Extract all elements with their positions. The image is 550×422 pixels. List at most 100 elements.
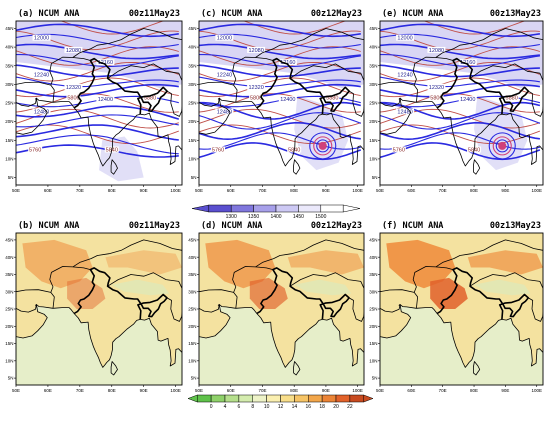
contour-label-geopotential: 12400: [460, 97, 475, 103]
cool-region-tibet: [111, 279, 170, 296]
lon-tick-label: 80E: [108, 188, 116, 193]
boundary-line: [322, 317, 364, 367]
boundary-line: [436, 57, 530, 115]
panel-letter: (c): [201, 9, 216, 19]
thickness-contour: [199, 61, 361, 82]
lat-tick-label: 30N: [188, 289, 196, 294]
contour-label-geopotential: 12080: [66, 48, 81, 54]
boundary-line: [436, 267, 530, 320]
lat-tick-label: 15N: [369, 138, 377, 143]
boundary-line: [199, 304, 258, 314]
lon-tick-label: 100E: [531, 388, 542, 393]
lon-tick-label: 90E: [140, 188, 148, 193]
lat-tick-label: 25N: [5, 307, 13, 312]
lon-tick-label: 50E: [376, 188, 384, 193]
boundary-line: [435, 239, 543, 268]
boundary-line: [412, 56, 454, 103]
lat-tick-label: 20N: [369, 119, 377, 124]
colorbar-arrow-right: [342, 204, 361, 213]
boundary-line: [256, 267, 350, 320]
map-panel-e: 12000 12080 12160 12240 12320 12400 12480 5760 5…: [369, 9, 544, 193]
geopotential-contour: [16, 83, 179, 98]
colorbar-segment: [230, 204, 254, 213]
boundary-line: [380, 304, 438, 314]
lon-tick-label: 60E: [227, 388, 235, 393]
warm-region-pakistan: [249, 277, 288, 309]
lon-tick-label: 90E: [140, 388, 148, 393]
panel-model: NCUM ANA: [221, 221, 262, 231]
geopotential-contour: [380, 33, 540, 49]
contour-label-bg: [396, 34, 415, 41]
boundary-line: [199, 304, 231, 339]
contour-label-geopotential: 12400: [280, 97, 295, 103]
geopotential-contour: [199, 83, 361, 98]
colorbar-segment: [224, 394, 240, 403]
contour-label-bg: [211, 146, 226, 153]
warm-region-northwest: [386, 239, 456, 289]
geopotential-contour: [16, 144, 179, 158]
map-area: [199, 233, 364, 385]
panel-letter: (f): [382, 221, 397, 231]
boundary-line: [73, 267, 168, 320]
contour-label-bg: [215, 34, 234, 41]
lat-tick-label: 25N: [188, 101, 196, 106]
colorbar-tick-label: 1300: [226, 214, 237, 220]
panel-letter: (e): [382, 9, 397, 19]
warm-region-tarim: [105, 250, 182, 275]
lat-tick-label: 15N: [5, 138, 13, 143]
geopotential-contour: [380, 64, 540, 78]
lon-tick-label: 50E: [12, 188, 20, 193]
lon-tick-label: 90E: [322, 388, 330, 393]
contour-label-geopotential: 12160: [280, 60, 295, 66]
lon-tick-label: 80E: [290, 188, 298, 193]
boundary-line: [469, 63, 543, 81]
geopotential-contour: [380, 132, 541, 150]
panel-letter: (d): [201, 221, 216, 231]
contour-label-bg: [325, 94, 340, 101]
boundary-line: [16, 304, 75, 314]
contour-label-bg: [247, 83, 266, 90]
contour-label-bg: [249, 94, 264, 101]
warm-region-northwest: [22, 239, 93, 289]
boundary-line: [73, 57, 168, 115]
lon-tick-label: 70E: [258, 388, 266, 393]
colorbar-segment: [275, 204, 299, 213]
thickness-contour: [380, 61, 541, 82]
contour-label-geopotential: 12480: [34, 109, 49, 115]
contour-label-bg: [32, 108, 51, 115]
lat-tick-label: 15N: [5, 341, 13, 346]
boundary-line: [473, 159, 481, 175]
geopotential-contour: [16, 76, 179, 88]
boundary-line: [380, 81, 415, 86]
lat-tick-label: 30N: [369, 289, 377, 294]
lon-tick-label: 50E: [376, 388, 384, 393]
boundary-line: [110, 361, 118, 376]
boundary-line: [49, 56, 91, 103]
panel-title-left: (a) NCUM ANA: [18, 9, 79, 19]
boundary-line: [255, 239, 364, 268]
contour-label-bg: [278, 96, 297, 103]
warm-region-tarim: [287, 250, 364, 275]
lat-tick-label: 30N: [5, 289, 13, 294]
lon-tick-label: 50E: [195, 188, 203, 193]
contour-label-bg: [429, 94, 444, 101]
lon-tick-label: 70E: [439, 188, 447, 193]
colorbar-segment: [253, 204, 277, 213]
cool-region-tibet: [294, 279, 352, 296]
cyclone-contour: [309, 132, 337, 160]
lat-tick-label: 35N: [188, 63, 196, 68]
colorbar-segment: [252, 394, 267, 403]
geopotential-contour: [199, 54, 361, 68]
contour-label-bg: [247, 46, 266, 53]
map-panel-f: (f) NCUM ANA 00z13May23 50E 60E 70E 80E 90E 100…: [369, 221, 544, 393]
lat-tick-label: 25N: [369, 307, 377, 312]
lon-tick-label: 70E: [439, 388, 447, 393]
lon-tick-label: 90E: [501, 388, 509, 393]
warm-region-northwest: [205, 239, 276, 289]
contour-label-geopotential: 12000: [34, 36, 49, 42]
panel-title-left: (f) NCUM ANA: [382, 221, 443, 231]
contour-label-bg: [278, 59, 297, 66]
lat-tick-label: 45N: [188, 238, 196, 243]
colorbar-arrow-left: [187, 394, 198, 403]
contour-label-thickness: 5760: [212, 147, 224, 153]
